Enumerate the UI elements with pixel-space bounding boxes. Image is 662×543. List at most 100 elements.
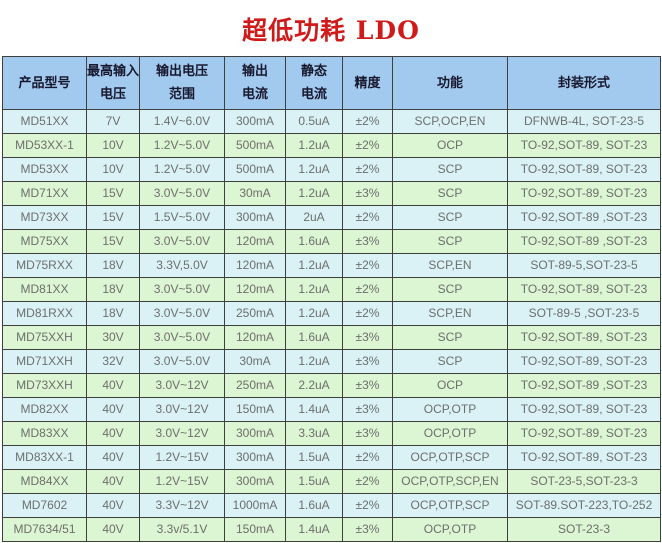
table-row: MD75RXX 18V 3.3V,5.0V 120mA 1.2uA ±2% SCP,EN SO… <box>2 253 661 278</box>
cell-output-current: 300mA <box>224 109 286 134</box>
cell-output-current: 30mA <box>224 181 286 206</box>
cell-output-voltage-range: 3.0V~5.0V <box>139 301 225 326</box>
cell-model: MD73XX <box>2 205 87 230</box>
cell-output-voltage-range: 3.0V~12V <box>139 397 225 422</box>
table-row: MD53XX-1 10V 1.2V~5.0V 500mA 1.2uA ±2% OCP TO-9… <box>2 133 661 158</box>
cell-accuracy: ±3% <box>342 373 393 398</box>
cell-quiescent-current: 3.3uA <box>285 421 343 446</box>
cell-quiescent-current: 1.2uA <box>285 277 343 302</box>
cell-functions: OCP <box>392 373 508 398</box>
page-title: 超低功耗 LDO <box>242 16 420 45</box>
table-row: MD83XX-1 40V 1.2V~15V 300mA 1.5uA ±2% OCP,OTP,… <box>2 445 661 470</box>
cell-output-current: 300mA <box>224 445 286 470</box>
table-row: MD75XXH 30V 3.0V~5.0V 120mA 1.6uA ±3% SCP TO-92… <box>2 325 661 350</box>
cell-accuracy: ±2% <box>342 157 393 182</box>
table-row: MD81RXX 18V 3.0V~5.0V 250mA 1.2uA ±2% SCP,EN SO… <box>2 301 661 326</box>
cell-package: SOT-23-5,SOT-23-3 <box>507 469 661 494</box>
cell-model: MD75XX <box>2 229 87 254</box>
cell-output-voltage-range: 3.0V~5.0V <box>139 229 225 254</box>
cell-output-current: 250mA <box>224 301 286 326</box>
cell-accuracy: ±2% <box>342 109 393 134</box>
cell-quiescent-current: 1.4uA <box>285 517 343 542</box>
table-row: MD51XX 7V 1.4V~6.0V 300mA 0.5uA ±2% SCP,OCP,EN… <box>2 109 661 134</box>
cell-functions: SCP <box>392 277 508 302</box>
cell-functions: OCP,OTP,SCP,EN <box>392 469 508 494</box>
cell-accuracy: ±3% <box>342 349 393 374</box>
cell-functions: SCP,EN <box>392 253 508 278</box>
cell-quiescent-current: 1.6uA <box>285 229 343 254</box>
cell-output-current: 120mA <box>224 229 286 254</box>
cell-functions: SCP <box>392 157 508 182</box>
table-row: MD83XX 40V 3.0V~12V 300mA 3.3uA ±3% OCP,OTP TO-… <box>2 421 661 446</box>
cell-max-input-voltage: 18V <box>86 253 140 278</box>
table-row: MD7634/51 40V 3.3v/5.1V 150mA 1.4uA ±3% OCP,OT… <box>2 517 661 542</box>
cell-output-voltage-range: 3.0V~5.0V <box>139 277 225 302</box>
cell-package: TO-92,SOT-89, SOT-23 <box>507 277 661 302</box>
cell-output-voltage-range: 3.3V~12V <box>139 493 225 518</box>
table-row: MD81XX 18V 3.0V~5.0V 120mA 1.2uA ±2% SCP TO-92,… <box>2 277 661 302</box>
cell-output-current: 500mA <box>224 157 286 182</box>
table-row: MD73XXH 40V 3.0V~12V 250mA 2.2uA ±3% OCP TO-92,… <box>2 373 661 398</box>
cell-output-voltage-range: 1.2V~5.0V <box>139 133 225 158</box>
header-row: 产品型号 最高输入 电压 输出电压 范围 输出 电流 静态 电流 精度 功能 封… <box>2 56 661 110</box>
cell-output-voltage-range: 1.5V~5.0V <box>139 205 225 230</box>
cell-quiescent-current: 2.2uA <box>285 373 343 398</box>
col-header-quiescent-current: 静态 电流 <box>285 56 343 110</box>
cell-quiescent-current: 1.2uA <box>285 301 343 326</box>
cell-functions: SCP,OCP,EN <box>392 109 508 134</box>
cell-functions: OCP,OTP <box>392 517 508 542</box>
cell-accuracy: ±3% <box>342 181 393 206</box>
cell-functions: OCP,OTP <box>392 397 508 422</box>
cell-output-current: 300mA <box>224 469 286 494</box>
cell-max-input-voltage: 40V <box>86 469 140 494</box>
cell-model: MD7602 <box>2 493 87 518</box>
col-header-package: 封装形式 <box>507 56 661 110</box>
cell-accuracy: ±3% <box>342 397 393 422</box>
cell-output-voltage-range: 3.0V~12V <box>139 421 225 446</box>
cell-max-input-voltage: 40V <box>86 517 140 542</box>
cell-max-input-voltage: 40V <box>86 445 140 470</box>
cell-accuracy: ±3% <box>342 229 393 254</box>
cell-model: MD71XXH <box>2 349 87 374</box>
cell-package: TO-92,SOT-89 ,SOT-23 <box>507 229 661 254</box>
cell-functions: SCP <box>392 229 508 254</box>
col-header-accuracy: 精度 <box>342 56 393 110</box>
cell-output-current: 150mA <box>224 397 286 422</box>
cell-accuracy: ±3% <box>342 325 393 350</box>
cell-functions: SCP <box>392 349 508 374</box>
col-header-max-input-voltage: 最高输入 电压 <box>86 56 140 110</box>
cell-functions: OCP,OTP,SCP <box>392 445 508 470</box>
cell-quiescent-current: 1.2uA <box>285 181 343 206</box>
cell-max-input-voltage: 15V <box>86 205 140 230</box>
cell-model: MD84XX <box>2 469 87 494</box>
ldo-product-table: 产品型号 最高输入 电压 输出电压 范围 输出 电流 静态 电流 精度 功能 封… <box>2 56 661 542</box>
cell-functions: OCP,OTP <box>392 421 508 446</box>
table-row: MD73XX 15V 1.5V~5.0V 300mA 2uA ±2% SCP TO-92,SO… <box>2 205 661 230</box>
cell-max-input-voltage: 18V <box>86 301 140 326</box>
cell-max-input-voltage: 15V <box>86 181 140 206</box>
cell-functions: OCP <box>392 133 508 158</box>
cell-accuracy: ±2% <box>342 205 393 230</box>
cell-functions: SCP <box>392 205 508 230</box>
cell-quiescent-current: 1.2uA <box>285 349 343 374</box>
cell-max-input-voltage: 10V <box>86 133 140 158</box>
cell-package: TO-92,SOT-89 ,SOT-23 <box>507 205 661 230</box>
table-row: MD75XX 15V 3.0V~5.0V 120mA 1.6uA ±3% SCP TO-92,… <box>2 229 661 254</box>
cell-output-voltage-range: 1.4V~6.0V <box>139 109 225 134</box>
cell-package: TO-92,SOT-89, SOT-23 <box>507 397 661 422</box>
cell-functions: SCP,EN <box>392 301 508 326</box>
cell-quiescent-current: 1.6uA <box>285 493 343 518</box>
cell-package: TO-92,SOT-89, SOT-23 <box>507 133 661 158</box>
cell-output-voltage-range: 1.2V~5.0V <box>139 157 225 182</box>
cell-accuracy: ±2% <box>342 301 393 326</box>
cell-output-current: 150mA <box>224 517 286 542</box>
cell-max-input-voltage: 40V <box>86 421 140 446</box>
cell-max-input-voltage: 15V <box>86 229 140 254</box>
cell-functions: SCP <box>392 181 508 206</box>
cell-model: MD75XXH <box>2 325 87 350</box>
cell-quiescent-current: 2uA <box>285 205 343 230</box>
cell-model: MD53XX <box>2 157 87 182</box>
cell-accuracy: ±2% <box>342 445 393 470</box>
cell-model: MD81RXX <box>2 301 87 326</box>
cell-quiescent-current: 1.4uA <box>285 397 343 422</box>
